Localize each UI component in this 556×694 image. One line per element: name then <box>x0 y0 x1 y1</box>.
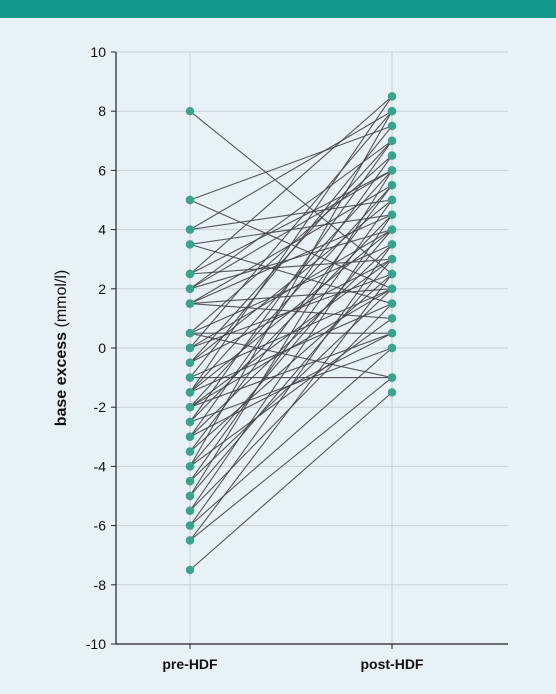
post-point <box>387 269 397 279</box>
post-point <box>387 92 397 101</box>
pre-point <box>185 462 195 471</box>
pair-line <box>189 199 393 482</box>
pre-point <box>185 240 195 249</box>
post-point <box>387 210 397 219</box>
x-category-labels: pre-HDF post-HDF <box>162 656 424 672</box>
pair-line <box>189 95 393 275</box>
pair-line <box>189 140 393 364</box>
pair-line <box>189 110 393 231</box>
pre-point <box>185 447 195 456</box>
pre-point <box>185 329 195 338</box>
pre-point <box>185 343 195 353</box>
post-point <box>387 329 397 338</box>
pre-point <box>185 536 195 545</box>
pre-point <box>185 195 195 205</box>
y-tick-label: -8 <box>94 577 107 593</box>
pre-point <box>185 403 195 412</box>
y-axis-title-unit: (mmol/l) <box>53 270 70 332</box>
post-point <box>387 284 397 293</box>
pair-line <box>189 214 393 305</box>
pair-line <box>189 229 393 393</box>
pre-point <box>185 358 195 367</box>
post-point <box>387 166 397 175</box>
post-point <box>387 225 397 234</box>
pair-line <box>189 169 393 290</box>
pre-point <box>185 432 195 441</box>
pair-line <box>189 377 393 541</box>
pair-line <box>189 110 393 275</box>
y-axis-title-main: base excess <box>53 332 70 426</box>
x-category-label: post-HDF <box>361 656 424 672</box>
post-point <box>387 151 397 160</box>
pair-line <box>189 125 393 201</box>
post-point <box>387 388 397 397</box>
pre-point <box>185 477 195 486</box>
pre-point <box>185 299 195 308</box>
post-point <box>387 195 397 205</box>
grid-lines <box>116 51 508 645</box>
y-tick-label: 8 <box>98 103 106 119</box>
post-point <box>387 255 397 264</box>
pair-line <box>189 288 393 408</box>
pre-point <box>185 565 195 575</box>
axes <box>111 51 508 649</box>
post-point <box>387 240 397 249</box>
pre-point <box>185 107 195 116</box>
y-tick-label: -6 <box>94 518 107 534</box>
y-tick-label: 6 <box>98 162 106 178</box>
pair-line <box>189 391 393 571</box>
pair-line <box>189 170 393 497</box>
pair-line <box>189 214 393 512</box>
post-point <box>387 343 397 353</box>
y-tick-label: 4 <box>98 222 106 238</box>
pre-point <box>185 225 195 234</box>
post-point <box>387 107 397 116</box>
pair-line <box>189 140 393 290</box>
y-axis-title: base excess (mmol/l) <box>53 270 70 427</box>
pair-line <box>189 332 393 379</box>
pair-line <box>189 258 393 275</box>
x-category-label: pre-HDF <box>162 656 218 672</box>
pre-point <box>185 506 195 515</box>
pre-point <box>185 417 195 427</box>
pre-point <box>185 491 195 501</box>
y-tick-label: 2 <box>98 281 106 297</box>
pair-line <box>189 332 393 408</box>
pre-point <box>185 388 195 397</box>
pre-point <box>185 269 195 279</box>
post-point <box>387 181 397 190</box>
y-tick-label: -4 <box>94 458 107 474</box>
pair-line <box>189 332 393 438</box>
pair-line <box>189 96 393 393</box>
y-tick-label: 0 <box>98 340 106 356</box>
post-point <box>387 121 397 131</box>
header-bar <box>0 0 556 18</box>
pair-line <box>189 243 393 305</box>
pair-line <box>189 155 393 438</box>
pre-point <box>185 373 195 382</box>
y-tick-label: -10 <box>86 636 106 652</box>
pair-line <box>189 140 393 423</box>
post-point <box>387 373 397 382</box>
post-point <box>387 299 397 308</box>
y-tick-label: -2 <box>94 399 107 415</box>
series-lines <box>189 95 393 571</box>
pair-line <box>189 273 393 541</box>
post-point <box>387 314 397 323</box>
pre-point <box>185 521 195 530</box>
pair-line <box>189 258 393 497</box>
y-tick-labels: -10 -8 -6 -4 -2 0 2 4 6 8 10 <box>86 44 106 652</box>
pair-line <box>189 110 393 467</box>
post-point <box>387 136 397 145</box>
data-points <box>185 92 397 575</box>
y-tick-label: 10 <box>90 44 106 60</box>
pre-point <box>185 284 195 293</box>
